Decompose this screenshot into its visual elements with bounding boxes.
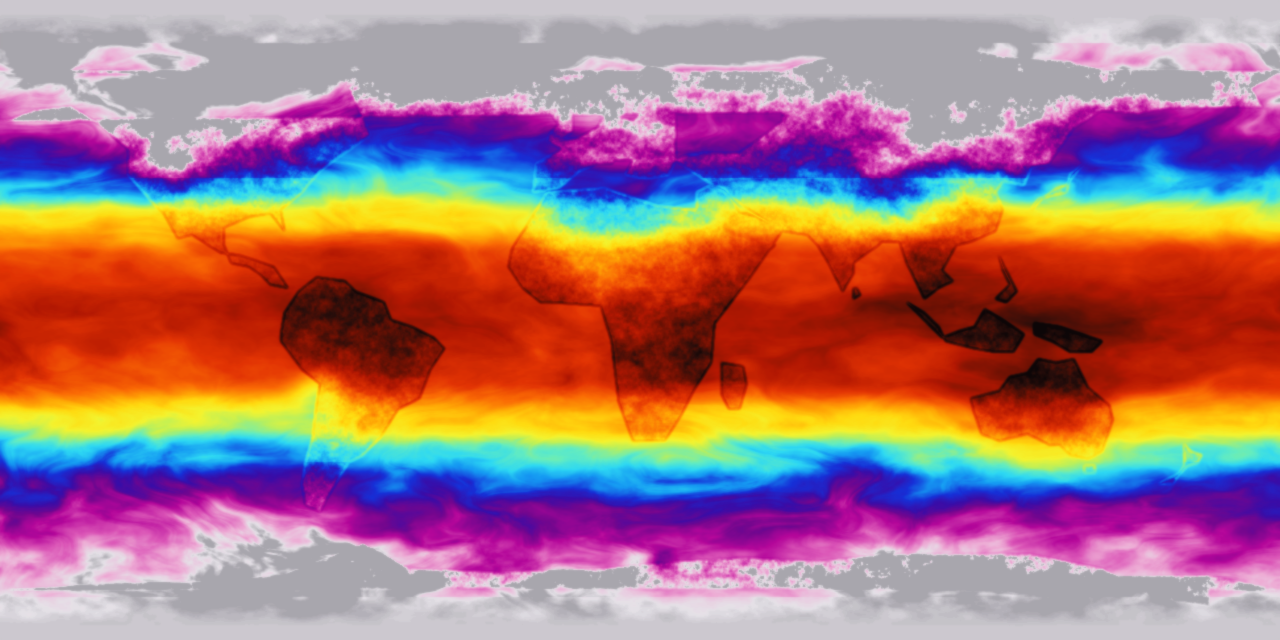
temperature-heatmap-canvas [0,0,1280,640]
global-temperature-map [0,0,1280,640]
